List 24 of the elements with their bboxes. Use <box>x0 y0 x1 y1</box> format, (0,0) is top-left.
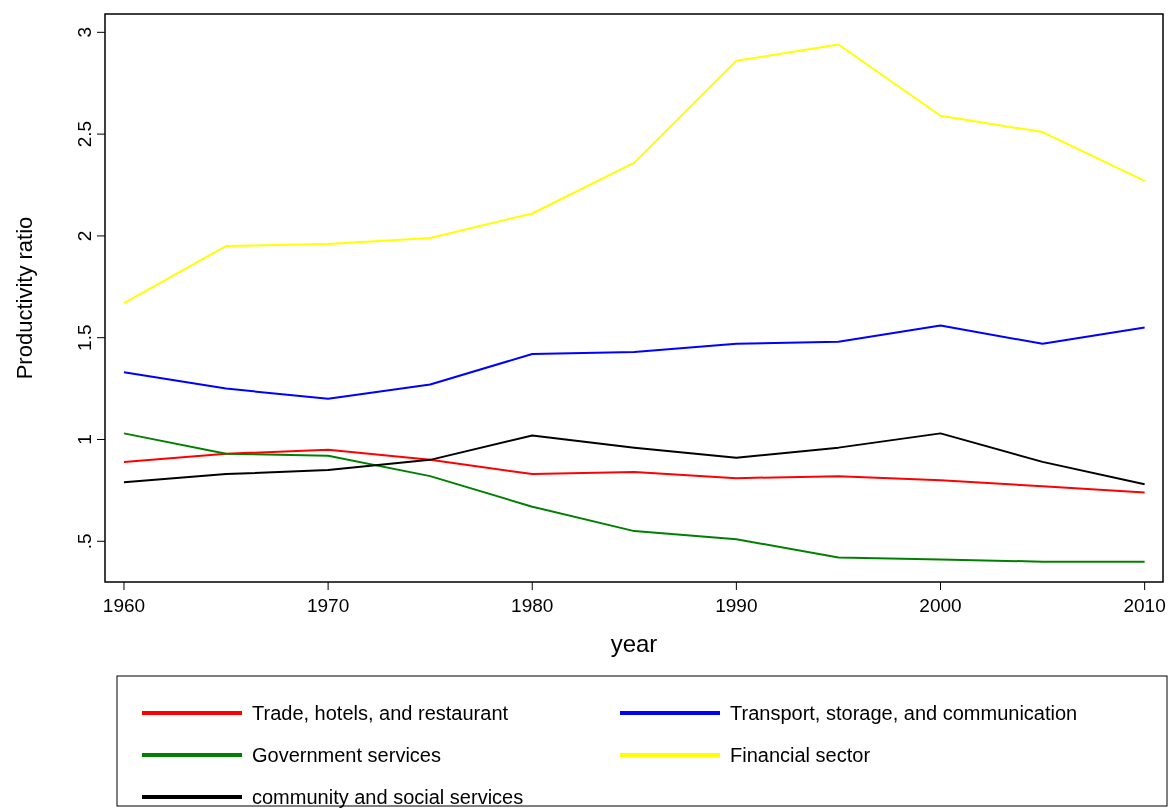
y-axis-title: Productivity ratio <box>12 216 37 380</box>
x-tick-label: 1960 <box>102 595 146 616</box>
x-axis-title: year <box>610 630 658 657</box>
x-tick-label: 2000 <box>919 595 962 616</box>
x-tick-label: 1990 <box>715 595 758 616</box>
x-tick-label: 2010 <box>1123 595 1166 616</box>
legend-label: Financial sector <box>730 744 871 766</box>
legend-label: Government services <box>252 744 441 766</box>
x-tick-label: 1980 <box>511 595 554 616</box>
line-series <box>122 432 1146 563</box>
y-tick-label: 2.5 <box>74 120 95 148</box>
legend-label: community and social services <box>252 786 524 808</box>
line-series <box>122 432 1146 486</box>
line-series <box>122 324 1146 400</box>
x-tick-label: 1970 <box>306 595 350 616</box>
y-tick-label: .5 <box>74 533 95 550</box>
legend-label: Transport, storage, and communication <box>730 702 1078 724</box>
y-tick-label: 3 <box>74 27 95 38</box>
y-tick-label: 1.5 <box>74 324 95 351</box>
y-tick-label: 1 <box>74 434 95 445</box>
legend-label: Trade, hotels, and restaurant <box>252 702 509 724</box>
line-series <box>122 448 1146 494</box>
line-series <box>122 43 1146 305</box>
y-tick-label: 2 <box>74 230 95 242</box>
